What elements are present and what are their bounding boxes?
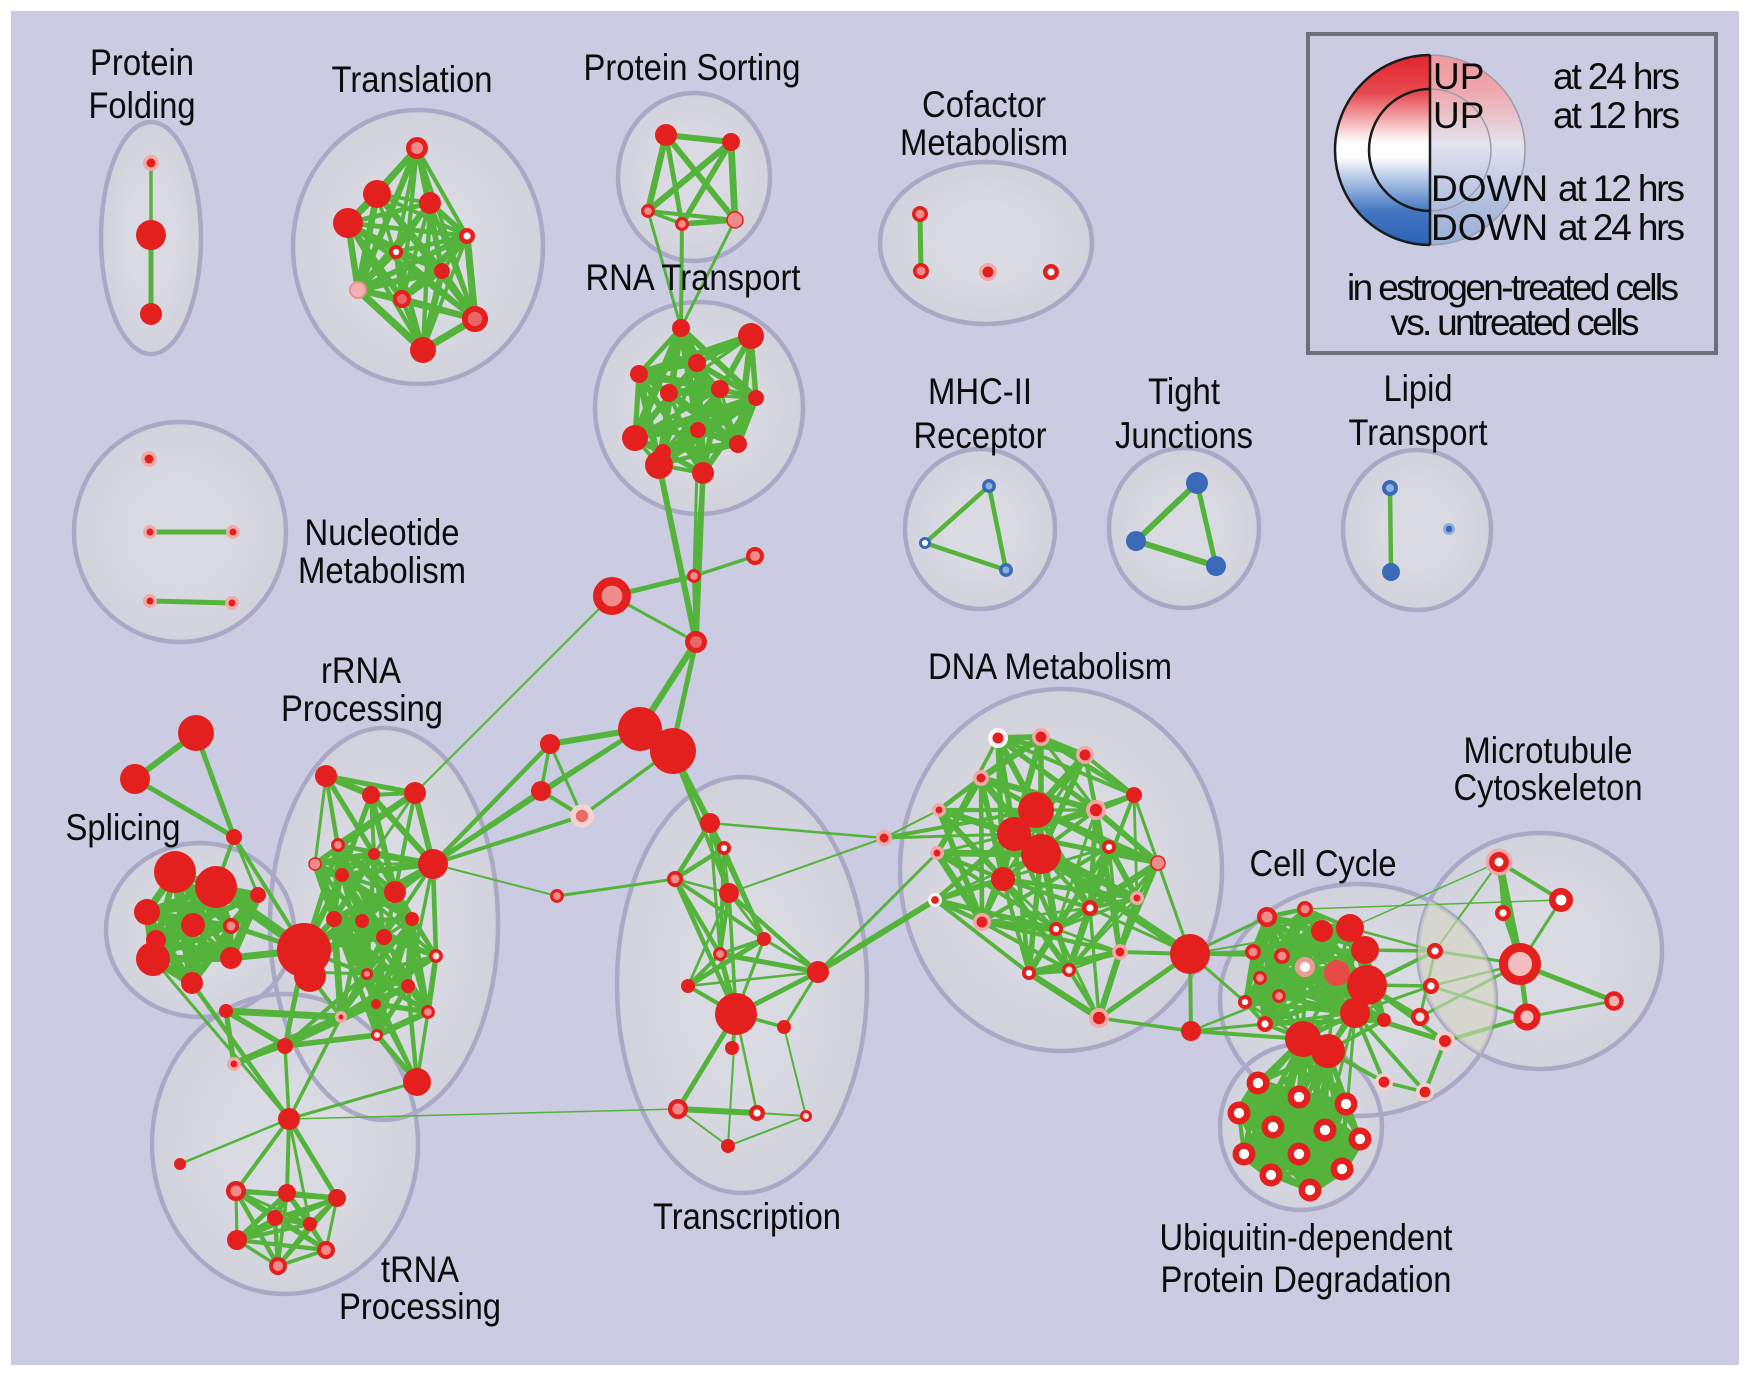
svg-text:Splicing: Splicing xyxy=(66,807,181,848)
svg-text:Microtubule: Microtubule xyxy=(1464,730,1633,771)
svg-text:Receptor: Receptor xyxy=(914,415,1047,456)
svg-text:Processing: Processing xyxy=(339,1286,501,1327)
svg-text:Tight: Tight xyxy=(1148,371,1221,412)
svg-text:RNA Transport: RNA Transport xyxy=(586,257,802,298)
svg-text:at 12 hrs: at 12 hrs xyxy=(1558,168,1685,209)
svg-text:Cofactor: Cofactor xyxy=(922,84,1046,125)
svg-text:Protein Sorting: Protein Sorting xyxy=(584,47,801,88)
svg-text:UP: UP xyxy=(1433,95,1484,136)
svg-text:Metabolism: Metabolism xyxy=(900,122,1068,163)
svg-text:DOWN: DOWN xyxy=(1431,168,1548,209)
svg-text:at 24 hrs: at 24 hrs xyxy=(1558,207,1685,248)
svg-text:vs. untreated cells: vs. untreated cells xyxy=(1391,302,1640,343)
svg-text:Translation: Translation xyxy=(332,59,493,100)
svg-text:UP: UP xyxy=(1433,56,1484,97)
svg-text:DOWN: DOWN xyxy=(1431,207,1548,248)
svg-text:Junctions: Junctions xyxy=(1115,415,1253,456)
svg-text:Ubiquitin-dependent: Ubiquitin-dependent xyxy=(1160,1217,1454,1258)
svg-text:Processing: Processing xyxy=(281,688,443,729)
svg-text:at 12 hrs: at 12 hrs xyxy=(1553,95,1680,136)
svg-text:Transcription: Transcription xyxy=(653,1196,841,1237)
svg-text:Folding: Folding xyxy=(89,85,196,126)
svg-text:tRNA: tRNA xyxy=(381,1249,459,1290)
svg-text:Protein Degradation: Protein Degradation xyxy=(1161,1259,1452,1300)
svg-text:in estrogen-treated cells: in estrogen-treated cells xyxy=(1347,267,1679,308)
svg-text:Cytoskeleton: Cytoskeleton xyxy=(1454,767,1643,808)
svg-text:MHC-II: MHC-II xyxy=(928,371,1032,412)
svg-text:Transport: Transport xyxy=(1349,412,1489,453)
svg-text:Lipid: Lipid xyxy=(1384,368,1453,409)
svg-text:rRNA: rRNA xyxy=(321,650,401,691)
svg-text:Nucleotide: Nucleotide xyxy=(305,512,460,553)
svg-text:at 24 hrs: at 24 hrs xyxy=(1553,56,1680,97)
svg-text:Metabolism: Metabolism xyxy=(298,550,466,591)
svg-text:Cell Cycle: Cell Cycle xyxy=(1250,843,1397,884)
svg-text:Protein: Protein xyxy=(90,42,194,83)
svg-text:DNA Metabolism: DNA Metabolism xyxy=(928,646,1172,687)
